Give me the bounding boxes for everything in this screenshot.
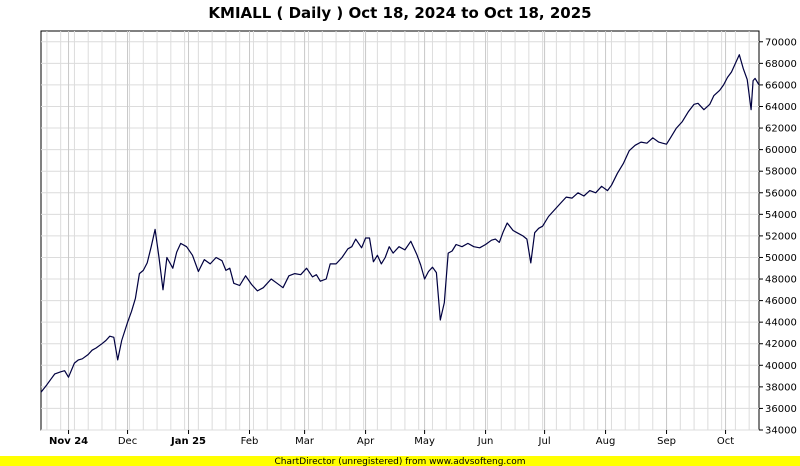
y-tick-label: 56000 xyxy=(765,188,797,199)
y-tick-label: 66000 xyxy=(765,80,797,91)
y-tick-label: 38000 xyxy=(765,382,797,393)
x-tick-label: Nov 24 xyxy=(49,436,88,447)
x-tick-label: Jun xyxy=(477,436,494,447)
y-tick-label: 42000 xyxy=(765,339,797,350)
y-tick-label: 62000 xyxy=(765,124,797,135)
x-tick-label: May xyxy=(414,436,435,447)
y-tick-label: 50000 xyxy=(765,253,797,264)
y-tick-label: 68000 xyxy=(765,59,797,70)
y-tick-label: 36000 xyxy=(765,404,797,415)
y-tick-label: 54000 xyxy=(765,210,797,221)
x-axis: Nov 24 Dec Jan 25 Feb Mar Apr May Jun Jul Aug Sep O… xyxy=(49,430,734,447)
y-tick-label: 70000 xyxy=(765,37,797,48)
x-tick-label: Feb xyxy=(241,436,259,447)
x-tick-label: Dec xyxy=(118,436,137,447)
y-tick-label: 44000 xyxy=(765,318,797,329)
x-tick-label: Jul xyxy=(538,436,551,447)
y-tick-label: 52000 xyxy=(765,231,797,242)
x-tick-label: Oct xyxy=(717,436,734,447)
x-tick-label: Aug xyxy=(596,436,616,447)
footer-text: ChartDirector (unregistered) from www.ad… xyxy=(274,457,525,466)
plot-area xyxy=(40,30,760,431)
y-tick-label: 48000 xyxy=(765,275,797,286)
y-tick-label: 46000 xyxy=(765,296,797,307)
grid-lines xyxy=(41,31,759,431)
footer-banner xyxy=(0,456,800,466)
y-axis: 34000 36000 38000 40000 42000 44000 46000 48000… xyxy=(759,37,797,437)
x-tick-label: Apr xyxy=(357,436,375,447)
chart-title: KMIALL ( Daily ) Oct 18, 2024 to Oct 18,… xyxy=(208,4,591,22)
x-tick-label: Jan 25 xyxy=(170,436,206,447)
series-line xyxy=(40,54,760,393)
y-tick-label: 58000 xyxy=(765,167,797,178)
y-tick-label: 34000 xyxy=(765,426,797,437)
x-tick-label: Mar xyxy=(295,436,315,447)
x-tick-label: Sep xyxy=(657,436,676,447)
y-tick-label: 60000 xyxy=(765,145,797,156)
series-layer xyxy=(40,54,760,393)
y-tick-label: 64000 xyxy=(765,102,797,113)
y-tick-label: 40000 xyxy=(765,361,797,372)
